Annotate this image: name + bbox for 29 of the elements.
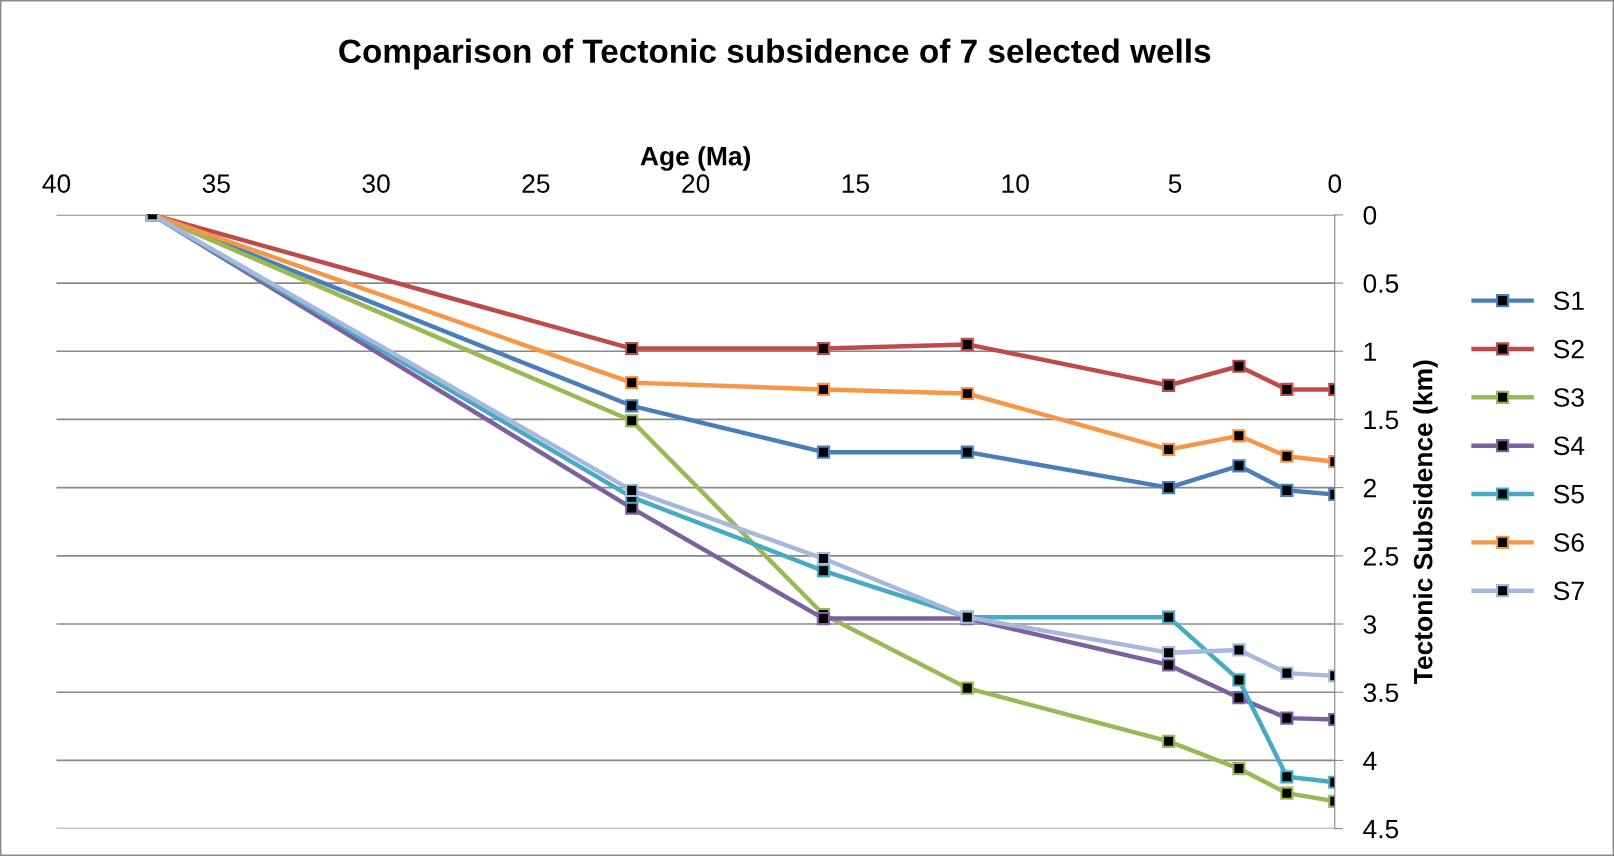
y-axis-title: Tectonic Subsidence (km) xyxy=(1413,360,1438,684)
y-tick-label: 1 xyxy=(1364,342,1376,361)
y-tick-label: 0 xyxy=(1363,205,1377,225)
chart-title: Comparison of Tectonic subsidence of 7 selected wells xyxy=(339,38,1211,70)
legend-label: S4 xyxy=(1553,436,1585,456)
y-tick-label: 2 xyxy=(1363,478,1376,498)
x-tick-label: 0 xyxy=(1328,174,1342,193)
x-tick-label: 30 xyxy=(362,174,390,193)
y-tick-label: 0.5 xyxy=(1363,274,1399,293)
legend-label: S1 xyxy=(1553,291,1584,311)
x-tick-label: 25 xyxy=(522,174,550,193)
x-tick-label: 15 xyxy=(842,174,869,193)
y-tick-label: 4 xyxy=(1363,751,1377,770)
y-tick-label: 3.5 xyxy=(1363,683,1399,703)
legend-label: S3 xyxy=(1553,388,1584,407)
legend-label: S7 xyxy=(1553,581,1584,601)
x-tick-label: 10 xyxy=(1002,174,1029,193)
x-tick-label: 35 xyxy=(202,174,230,193)
y-tick-label: 2.5 xyxy=(1363,546,1399,566)
legend-label: S6 xyxy=(1553,533,1584,552)
x-tick-label: 20 xyxy=(682,174,710,193)
x-tick-label: 5 xyxy=(1168,174,1182,193)
legend-label: S2 xyxy=(1553,339,1584,359)
x-tick-label: 40 xyxy=(42,174,71,193)
legend-label: S5 xyxy=(1553,484,1584,504)
y-tick-label: 4.5 xyxy=(1363,820,1399,839)
y-tick-label: 1.5 xyxy=(1364,410,1399,430)
x-axis-title: Age (Ma) xyxy=(640,146,751,171)
y-tick-label: 3 xyxy=(1363,615,1377,634)
